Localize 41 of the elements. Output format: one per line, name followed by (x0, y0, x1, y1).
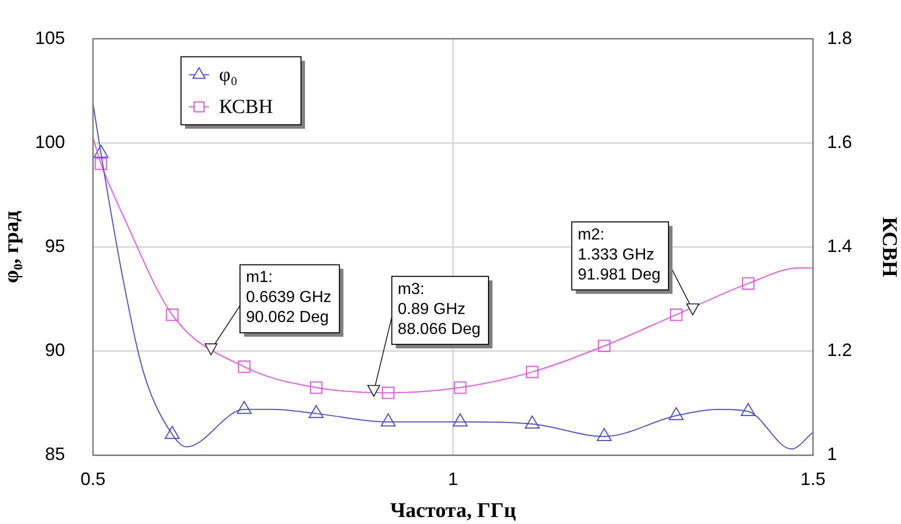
point (740, 402, 756, 416)
point (668, 407, 684, 420)
y-tick-label: 105 (34, 28, 65, 48)
point (238, 360, 250, 373)
y-tick-label: 100 (34, 132, 65, 152)
point (596, 428, 612, 441)
point (310, 381, 322, 394)
y2-tick-label: 1.2 (827, 340, 852, 360)
y2-tick-label: 1.6 (827, 132, 852, 152)
y-axis-title: φ₀, град (0, 210, 24, 284)
point (166, 308, 178, 321)
y-tick-label: 85 (44, 444, 65, 464)
legend-label: φ₀ (219, 64, 238, 86)
point (308, 405, 324, 418)
x-tick-label: 1 (448, 468, 458, 489)
y2-tick-label: 1.8 (827, 28, 852, 48)
point (93, 144, 108, 158)
legend-label: КСВН (219, 96, 273, 118)
x-tick-label: 1.5 (800, 468, 826, 489)
point (94, 158, 108, 170)
point (598, 340, 610, 352)
y2-axis-title: КСВН (878, 216, 901, 278)
point (164, 426, 180, 439)
point (380, 413, 396, 426)
x-tick-label: 0.5 (80, 468, 106, 489)
annotation: m2: 1.333 GHz 91.981 Deg (578, 226, 660, 284)
annotation: m3: 0.89 GHz 88.066 Deg (398, 280, 481, 338)
point (742, 277, 754, 290)
y2-tick-label: 1 (827, 444, 838, 464)
point (236, 400, 252, 414)
y-tick-label: 95 (44, 236, 65, 256)
point (524, 415, 540, 428)
point (670, 308, 682, 321)
annotation: m1: 0.6639 GHz 90.062 Deg (246, 269, 332, 326)
point (452, 413, 468, 426)
point (454, 381, 466, 394)
point (526, 366, 538, 378)
point (382, 386, 394, 399)
y-tick-label: 90 (44, 340, 65, 360)
x-axis-title: Частота, ГГц (390, 498, 516, 522)
y2-tick-label: 1.4 (827, 236, 852, 256)
